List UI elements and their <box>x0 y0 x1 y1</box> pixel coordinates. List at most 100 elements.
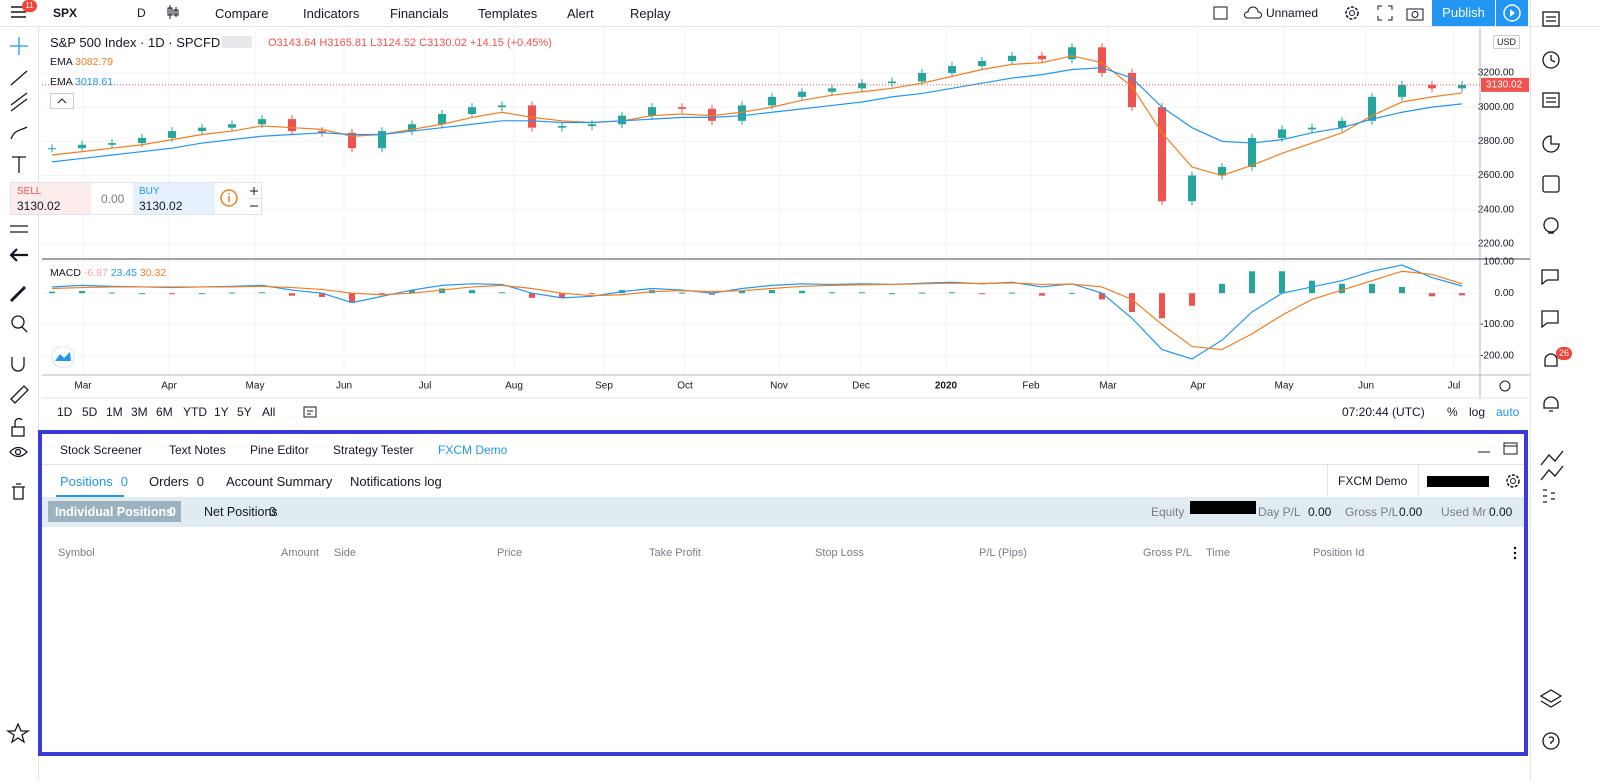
redacted-account <box>1427 476 1489 487</box>
macd-histogram-bar <box>319 293 325 297</box>
ema-value: 3018.61 <box>75 76 114 88</box>
macd-histogram-bar <box>1459 293 1465 296</box>
column-header: Take Profit <box>649 547 701 559</box>
layout-name[interactable]: Unnamed <box>1266 6 1319 20</box>
broker-select[interactable]: FXCM Demo <box>1327 465 1419 496</box>
candle <box>1278 129 1286 138</box>
fullscreen-icon[interactable] <box>1377 5 1393 21</box>
chart: Mar Apr May Jun Jul Aug Sep Oct Nov Dec 2020 Feb Mar… <box>42 28 1530 399</box>
subtab[interactable]: Account Summary <box>226 474 332 489</box>
subtab[interactable]: Positions 0 <box>60 474 128 489</box>
macd-histogram-bar <box>1399 286 1405 294</box>
panel-tab[interactable]: Pine Editor <box>250 443 309 457</box>
top-toolbar: 11 SPX D Compare Indicators Financials Temp… <box>0 0 1600 27</box>
left-toolbar <box>0 27 39 781</box>
stat-label: Gross P/L <box>1345 505 1399 519</box>
subtab[interactable]: Notifications log <box>350 474 442 489</box>
time-axis-label: Apr <box>161 381 177 392</box>
drawing-tools[interactable] <box>0 27 38 781</box>
scale-option[interactable]: % <box>1447 405 1458 419</box>
legend-close: C3130.02 <box>419 37 467 49</box>
candle <box>708 108 716 121</box>
column-header: Gross P/L <box>1143 547 1192 559</box>
table-menu[interactable] <box>1512 546 1518 560</box>
candle <box>1188 175 1196 202</box>
macd-histogram-bar <box>1009 292 1015 294</box>
candle <box>798 91 806 97</box>
range-button[interactable]: All <box>262 405 276 419</box>
range-button[interactable]: 5D <box>82 405 98 419</box>
clock: 07:20:44 (UTC) <box>1342 405 1425 419</box>
select-icon[interactable] <box>1213 5 1229 21</box>
scale-option[interactable]: log <box>1469 405 1486 419</box>
macd-histogram-bar <box>349 293 355 303</box>
range-button[interactable]: 1D <box>57 405 73 419</box>
range-button[interactable]: 1M <box>106 405 123 419</box>
column-header: P/L (Pips) <box>979 547 1027 559</box>
macd-tick-label: -100.00 <box>1480 319 1514 330</box>
scale-option[interactable]: auto <box>1496 405 1520 419</box>
macd-histogram-bar <box>1339 283 1345 294</box>
subtab[interactable]: Orders 0 <box>149 474 204 489</box>
subtab-label: Orders <box>149 474 189 489</box>
candle <box>1338 120 1346 128</box>
buy-button[interactable]: BUY 3130.02 <box>133 183 215 214</box>
macd-line <box>51 264 1463 360</box>
panel-window-controls[interactable] <box>1472 440 1522 458</box>
macd-histogram-bar <box>1219 283 1225 294</box>
toolbar-button[interactable]: Financials <box>390 6 449 21</box>
play-button[interactable] <box>1496 0 1528 26</box>
interval-button[interactable]: D <box>137 6 146 20</box>
time-axis-label: Jul <box>419 381 432 392</box>
active-filter-bg <box>48 501 181 522</box>
panel-settings-icon[interactable] <box>1504 472 1522 490</box>
date-range-icon[interactable] <box>302 404 318 420</box>
macd-histogram-bar <box>109 292 115 294</box>
panel-tab[interactable]: Stock Screener <box>60 443 143 457</box>
time-axis-settings[interactable] <box>1499 380 1511 392</box>
toolbar-button[interactable]: Compare <box>215 6 269 21</box>
stat-label: Day P/L <box>1258 505 1301 519</box>
macd-histogram-bar <box>919 292 925 294</box>
alerts-badge: 26 <box>1556 347 1572 360</box>
spread: 0.00 <box>101 192 125 206</box>
toolbar-button[interactable]: Alert <box>567 6 594 21</box>
macd-histogram-bar <box>859 292 865 294</box>
legend-open: O3143.64 <box>268 37 317 49</box>
toolbar-button[interactable]: Replay <box>630 6 671 21</box>
publish-button[interactable]: Publish <box>1432 0 1495 26</box>
trade-widget: SELL 3130.02 0.00 BUY 3130.02 <box>10 182 262 215</box>
ema-name: EMA <box>50 56 73 68</box>
ema-value: 3082.79 <box>75 56 114 68</box>
sell-button[interactable]: SELL 3130.02 <box>11 183 91 214</box>
info-icon[interactable] <box>219 188 239 208</box>
symbol-search[interactable]: SPX <box>53 6 78 20</box>
panel-tab[interactable]: Strategy Tester <box>333 443 414 457</box>
candle <box>738 105 746 121</box>
filter-label[interactable]: Net Positions <box>204 505 278 519</box>
cloud-icon[interactable] <box>1243 5 1263 21</box>
settings-icon[interactable] <box>1343 4 1361 22</box>
macd-tick-label: 100.00 <box>1483 257 1514 268</box>
collapse-legend[interactable] <box>50 93 74 109</box>
range-button[interactable]: 5Y <box>237 405 252 419</box>
range-button[interactable]: 1Y <box>214 405 229 419</box>
column-header: Side <box>334 547 357 559</box>
candle <box>348 132 356 149</box>
quantity-stepper[interactable] <box>247 183 261 214</box>
macd-histogram-bar <box>469 290 475 294</box>
macd-name: MACD <box>50 267 81 279</box>
panel-tab[interactable]: Text Notes <box>169 443 226 457</box>
filter-label[interactable]: Individual Positions <box>55 505 174 519</box>
panel-tab[interactable]: FXCM Demo <box>438 443 508 457</box>
toolbar-button[interactable]: Templates <box>478 6 538 21</box>
toolbar-button[interactable]: Indicators <box>303 6 360 21</box>
snapshot-icon[interactable] <box>1406 5 1424 21</box>
candle <box>108 143 116 145</box>
range-button[interactable]: 6M <box>156 405 173 419</box>
widget-icons[interactable] <box>1531 0 1600 781</box>
range-button[interactable]: YTD <box>183 405 207 419</box>
range-button[interactable]: 3M <box>131 405 148 419</box>
macd-histogram-bar <box>409 290 415 294</box>
chart-style-icon[interactable] <box>166 4 180 20</box>
